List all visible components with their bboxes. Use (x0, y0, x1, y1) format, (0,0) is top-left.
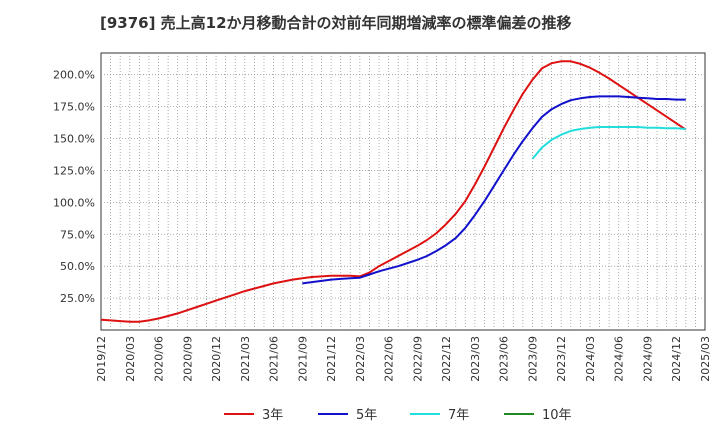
y-tick-label: 100.0% (53, 196, 95, 209)
x-tick-label: 2025/03 (699, 336, 712, 382)
x-tick-label: 2024/06 (613, 336, 626, 382)
series-line-5年 (302, 95, 686, 285)
x-tick-label: 2023/03 (469, 336, 482, 382)
y-tick-label: 125.0% (53, 164, 95, 177)
x-tick-label: 2021/09 (296, 336, 309, 382)
x-tick-label: 2020/09 (181, 336, 194, 382)
x-tick-label: 2021/06 (268, 336, 281, 382)
legend-label: 3年 (262, 408, 283, 423)
legend-label: 10年 (542, 408, 572, 423)
x-tick-label: 2022/12 (440, 336, 453, 382)
series-line-3年 (100, 60, 687, 323)
x-tick-label: 2023/06 (498, 336, 511, 382)
x-tick-label: 2024/12 (670, 336, 683, 382)
x-tick-label: 2022/06 (383, 336, 396, 382)
x-tick-label: 2024/09 (641, 336, 654, 382)
x-tick-label: 2019/12 (95, 336, 108, 382)
y-tick-label: 75.0% (60, 228, 95, 241)
x-tick-label: 2021/03 (239, 336, 252, 382)
x-tick-label: 2020/03 (124, 336, 137, 382)
series-line-7年 (531, 126, 686, 160)
y-tick-label: 175.0% (53, 101, 95, 114)
y-tick-label: 50.0% (60, 260, 95, 273)
legend-label: 7年 (448, 408, 469, 423)
x-tick-label: 2021/12 (325, 336, 338, 382)
plot-area (100, 52, 706, 331)
x-tick-label: 2022/09 (411, 336, 424, 382)
legend-label: 5年 (356, 408, 377, 423)
x-tick-label: 2022/03 (354, 336, 367, 382)
x-tick-label: 2023/12 (555, 336, 568, 382)
y-tick-label: 150.0% (53, 133, 95, 146)
y-tick-label: 25.0% (60, 292, 95, 305)
x-tick-label: 2020/12 (210, 336, 223, 382)
y-tick-label: 200.0% (53, 69, 95, 82)
x-tick-label: 2023/09 (526, 336, 539, 382)
x-tick-label: 2024/03 (584, 336, 597, 382)
chart-title: [9376] 売上高12か月移動合計の対前年同期増減率の標準偏差の推移 (100, 14, 572, 32)
x-tick-label: 2020/06 (153, 336, 166, 382)
